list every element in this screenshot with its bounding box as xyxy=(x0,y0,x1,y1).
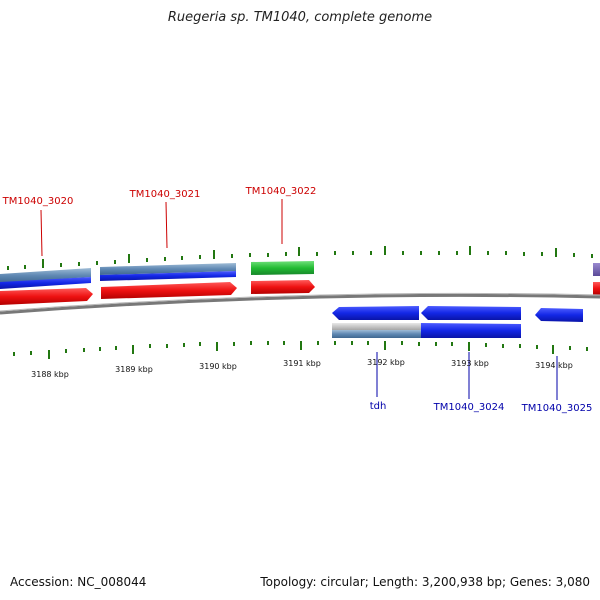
scale-label-3191: 3191 kbp xyxy=(283,359,321,368)
gene-label-tdh: tdh xyxy=(370,401,387,412)
blue-gene-reverse-bar xyxy=(421,323,521,338)
label-leaders xyxy=(40,199,558,400)
gene-label-tm1040-3025: TM1040_3025 xyxy=(521,403,593,414)
leader-tm1040-3020 xyxy=(40,209,43,257)
scale-label-3188: 3188 kbp xyxy=(31,370,69,379)
blue-gene-arrow-tm1040-3025 xyxy=(535,308,583,322)
genome-backbone xyxy=(0,293,600,315)
steelblue-feature-left xyxy=(0,268,91,283)
gene-label-tm1040-3024: TM1040_3024 xyxy=(433,402,505,413)
red-cds-arrow-center xyxy=(101,282,237,299)
gene-label-tm1040-3021: TM1040_3021 xyxy=(129,189,201,200)
reverse-features xyxy=(332,306,583,338)
scale-label-3190: 3190 kbp xyxy=(199,362,237,371)
genome-summary-text: Topology: circular; Length: 3,200,938 bp… xyxy=(260,575,590,589)
red-cds-arrow-left xyxy=(0,288,93,305)
scale-label-3194: 3194 kbp xyxy=(535,361,573,370)
red-cds-arrow-right xyxy=(251,280,315,294)
steelblue-feature-reverse xyxy=(332,330,421,338)
gene-label-tm1040-3020: TM1040_3020 xyxy=(2,196,74,207)
blue-gene-left xyxy=(0,277,91,289)
purple-feature-right xyxy=(593,263,600,276)
genome-backbone-highlight xyxy=(0,292,600,312)
blue-gene-arrow-tm1040-3024 xyxy=(421,306,521,320)
blue-gene-arrow-tdh xyxy=(332,306,419,320)
blue-gene-center xyxy=(100,271,236,281)
scale-label-3193: 3193 kbp xyxy=(451,359,489,368)
page-title: Ruegeria sp. TM1040, complete genome xyxy=(167,10,433,25)
gene-label-tm1040-3022: TM1040_3022 xyxy=(245,186,317,197)
green-rna-feature xyxy=(251,261,314,275)
scale-label-3192: 3192 kbp xyxy=(367,358,405,367)
scale-labels: 3188 kbp 3189 kbp 3190 kbp 3191 kbp 3192… xyxy=(31,358,573,379)
forward-features xyxy=(0,261,600,305)
accession-text: Accession: NC_008044 xyxy=(10,575,147,589)
scale-label-3189: 3189 kbp xyxy=(115,365,153,374)
gray-feature xyxy=(332,323,421,330)
forward-tick-row xyxy=(7,246,593,270)
leader-tm1040-3021 xyxy=(165,201,168,249)
reverse-tick-row xyxy=(13,341,588,359)
red-cds-edge-right xyxy=(593,282,600,295)
gene-labels: TM1040_3020 TM1040_3021 TM1040_3022 tdh … xyxy=(2,186,593,414)
